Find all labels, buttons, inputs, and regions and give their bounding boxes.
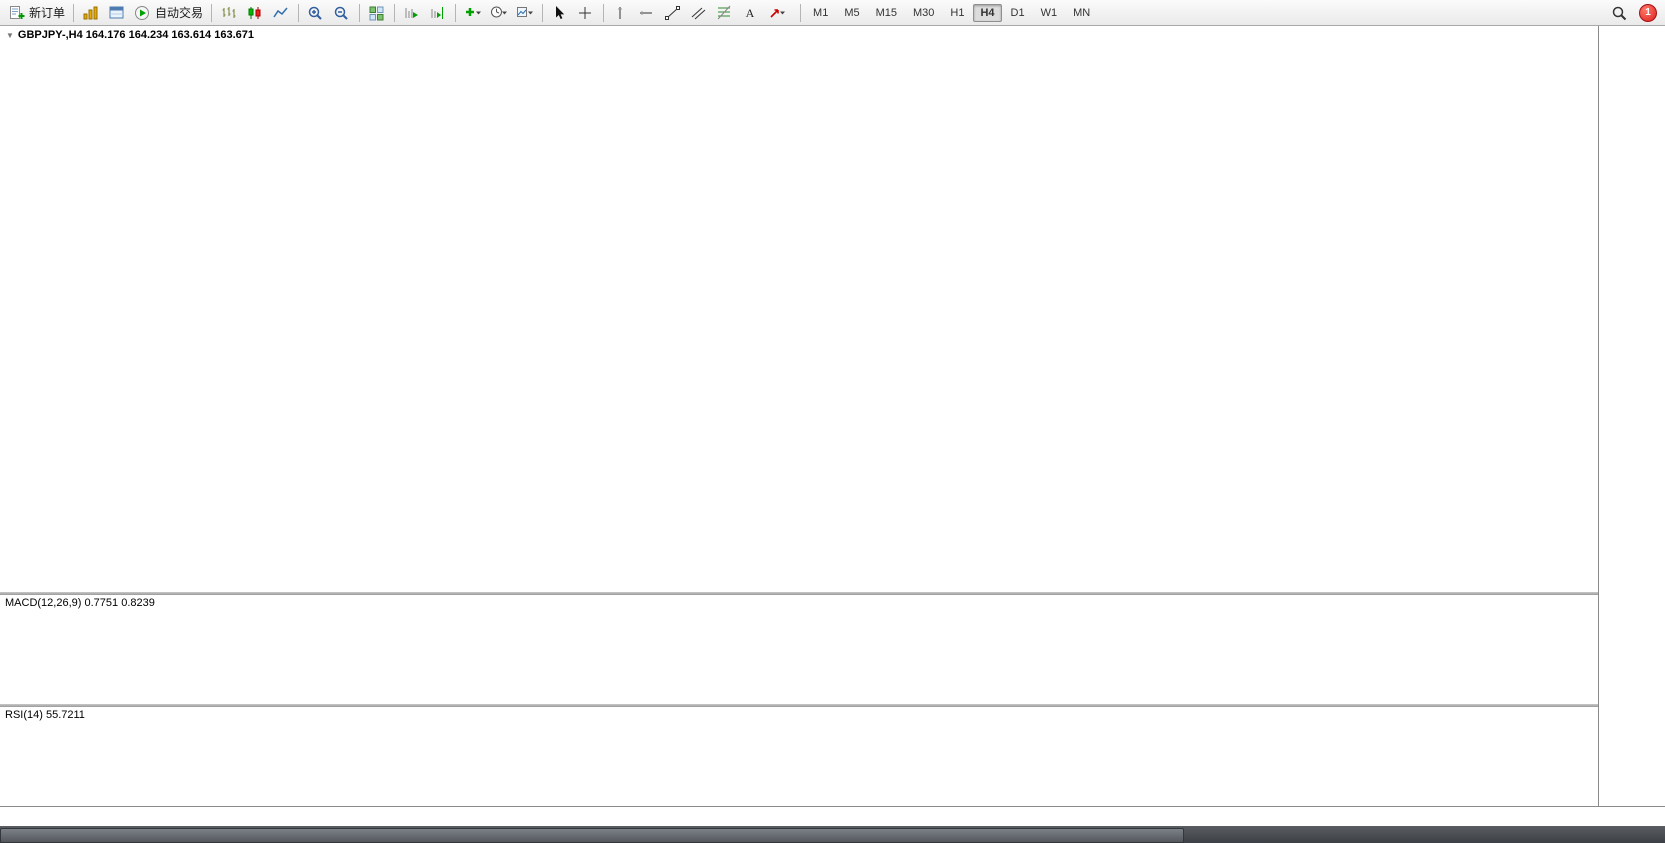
rsi-canvas[interactable] [0,707,1598,806]
toolbar-separator [455,3,457,22]
price-axis[interactable] [1598,26,1665,843]
fibo-icon [716,5,734,21]
zoom-out-button[interactable] [329,0,355,26]
macd-label: MACD(12,26,9) 0.7751 0.8239 [5,597,155,609]
line-chart-button[interactable] [268,0,294,26]
cursor-icon [551,5,569,21]
toolbar-separator [603,3,605,22]
fibonacci-button[interactable] [712,0,738,26]
toolbar: 新订单 自动交易 A M1 M5 M15 M30 H1 H4 D1 W1 MN 1 [0,0,1665,26]
chart-shift-button[interactable] [425,0,451,26]
macd-canvas[interactable] [0,595,1598,704]
auto-scroll-icon [403,5,421,21]
chart-root: ▼ GBPJPY-,H4 164.176 164.234 163.614 163… [0,26,1665,843]
crosshair-icon [577,5,595,21]
toolbar-separator [73,3,75,22]
add-indicator-button[interactable] [460,0,486,26]
rsi-panel[interactable]: RSI(14) 55.7211 [0,707,1598,806]
template-caret-icon [516,5,534,21]
macd-title: MACD(12,26,9) [5,597,82,609]
hline-icon [638,5,656,21]
autotrade-button-label: 自动交易 [155,6,204,20]
chart-shift-icon [429,5,447,21]
candle-chart-button[interactable] [242,0,268,26]
panel-splitter[interactable] [0,592,1665,595]
zoom-in-button[interactable] [303,0,329,26]
vertical-line-button[interactable] [608,0,634,26]
chart-symbol-header: ▼ GBPJPY-,H4 164.176 164.234 163.614 163… [6,29,254,41]
new-order-button-label: 新订单 [29,6,66,20]
polyline-icon [272,5,290,21]
data-window-button[interactable] [104,0,130,26]
cursor-button[interactable] [547,0,573,26]
candles-icon [246,5,264,21]
auto-scroll-button[interactable] [399,0,425,26]
new-order-button[interactable]: 新订单 [4,0,69,26]
channel-button[interactable] [686,0,712,26]
autotrade-button[interactable]: 自动交易 [130,0,207,26]
rsi-title: RSI(14) [5,709,43,721]
macd-panel[interactable]: MACD(12,26,9) 0.7751 0.8239 [0,595,1598,704]
notification-badge[interactable]: 1 [1639,3,1657,22]
tile-windows-button[interactable] [364,0,390,26]
bars-icon [220,5,238,21]
timeframe-m30[interactable]: M30 [913,6,935,19]
zoom-out-icon [333,5,351,21]
panel-splitter[interactable] [0,704,1665,707]
scrollbar-thumb[interactable] [0,828,1185,843]
bottom-scrollbar[interactable] [0,826,1665,843]
toolbar-separator [359,3,361,22]
macd-value-2: 0.8239 [121,597,155,609]
timeframe-h4[interactable]: H4 [973,3,1002,22]
toolbar-groups: 新订单 自动交易 A [4,0,790,26]
channel-icon [690,5,708,21]
tiles-icon [368,5,386,21]
collapse-arrow-icon[interactable]: ▼ [6,30,14,40]
text-button[interactable]: A [738,0,764,26]
clock-caret-icon [490,5,508,21]
periods-button[interactable] [486,0,512,26]
timeframe-w1[interactable]: W1 [1040,6,1058,19]
timeframe-d1[interactable]: D1 [1010,6,1025,19]
arrows-button[interactable] [764,0,790,26]
timeframe-mn[interactable]: MN [1073,6,1091,19]
time-axis[interactable] [0,806,1665,827]
charts-list-button[interactable] [78,0,104,26]
timeframe-m1[interactable]: M1 [813,6,829,19]
toolbar-separator [298,3,300,22]
toolbar-separator [542,3,544,22]
toolbar-separator [394,3,396,22]
toolbar-separator [211,3,213,22]
text-icon: A [742,5,760,21]
trendline-button[interactable] [660,0,686,26]
macd-value-1: 0.7751 [84,597,119,609]
toolbar-right: 1 [1607,0,1661,26]
arrows-caret-icon [768,5,786,21]
search-button[interactable] [1607,0,1633,26]
svg-text:A: A [746,6,755,20]
timeframe-h1[interactable]: H1 [950,6,965,19]
toolbar-separator [800,3,802,22]
play-green-icon [134,5,152,21]
timeframe-bar: M1 M5 M15 M30 H1 H4 D1 W1 MN [796,3,1098,22]
window-blue-icon [108,5,126,21]
price-chart-panel[interactable]: ▼ GBPJPY-,H4 164.176 164.234 163.614 163… [0,26,1598,592]
symbol-ohlc-text: GBPJPY-,H4 164.176 164.234 163.614 163.6… [17,29,254,41]
chart-gold-icon [82,5,100,21]
rsi-value: 55.7211 [45,709,85,721]
price-chart-canvas[interactable] [0,26,1598,592]
crosshair-button[interactable] [573,0,599,26]
new-order-icon [8,5,26,21]
templates-button[interactable] [512,0,538,26]
plus-caret-icon [464,5,482,21]
horizontal-line-button[interactable] [634,0,660,26]
rsi-label: RSI(14) 55.7211 [5,709,85,721]
trendline-icon [664,5,682,21]
timeframe-m15[interactable]: M15 [875,6,897,19]
bar-chart-button[interactable] [216,0,242,26]
timeframe-m5[interactable]: M5 [844,6,860,19]
zoom-in-icon [307,5,325,21]
vline-icon [612,5,630,21]
